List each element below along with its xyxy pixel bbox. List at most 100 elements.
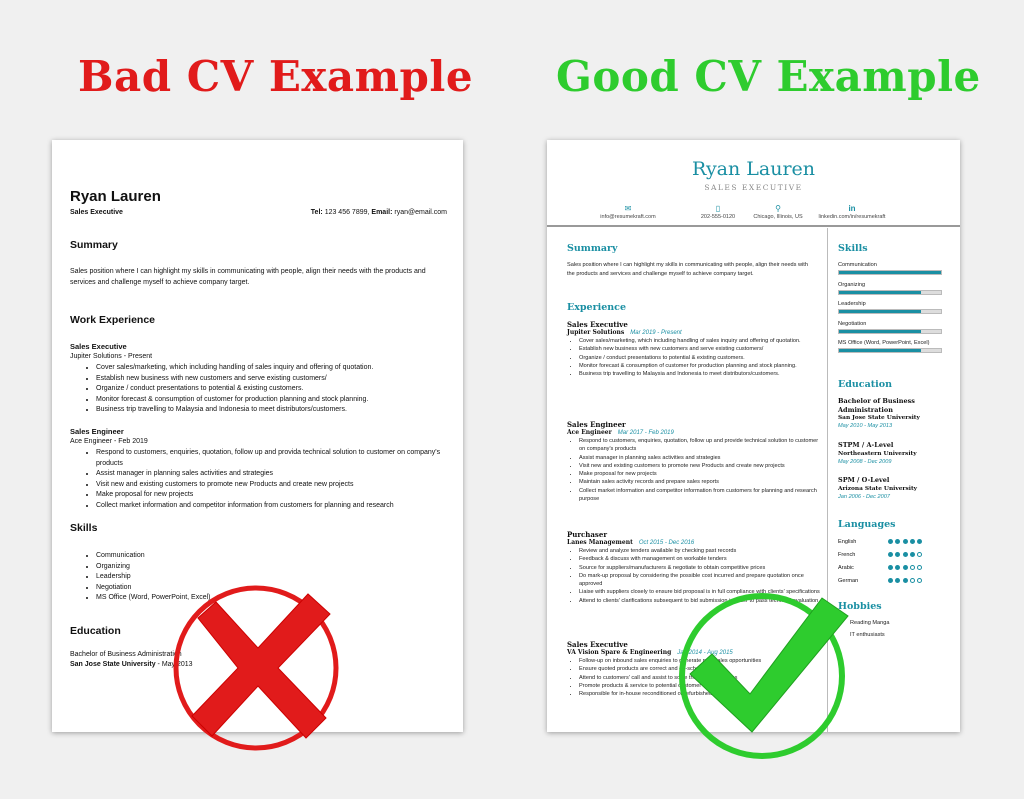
email-icon: ✉: [624, 204, 632, 213]
list-item: Ensure quoted products are correct and o…: [579, 665, 822, 673]
list-item: Monitor forecast & consumption of custom…: [96, 395, 456, 406]
list-item: Collect market information and competito…: [96, 501, 456, 512]
bad-job-bullets: Respond to customers, enquiries, quotati…: [82, 448, 456, 511]
list-item: Follow-up on inbound sales enquiries to …: [579, 657, 822, 665]
language-level-dot: [888, 565, 893, 571]
linkedin-icon: in: [848, 204, 856, 213]
hobby-item: Reading Manga: [850, 620, 890, 626]
list-item: Establish new business with new customer…: [96, 374, 456, 385]
job-company: Jupiter Solutions Mar 2019 - Present: [567, 329, 682, 336]
bad-job-company: Jupiter Solutions - Present: [70, 353, 153, 360]
list-item: Attend to clients' clarifications subseq…: [579, 597, 822, 605]
red-cross-icon: [173, 585, 339, 751]
education-entry: SPM / O-Level Arizona State University J…: [838, 476, 917, 500]
list-item: Organize / conduct presentations to pote…: [579, 354, 822, 362]
list-item: Visit new and existing customers to prom…: [96, 480, 456, 491]
list-item: Liaise with suppliers closely to ensure …: [579, 588, 822, 596]
language-level-dot: [888, 539, 893, 545]
language-level-dot: [902, 539, 908, 545]
job-title: Sales Engineer: [567, 420, 626, 429]
list-item: Organizing: [96, 562, 456, 573]
bad-education-heading: Education: [70, 625, 121, 637]
list-item: Promote products & service to potential …: [579, 682, 822, 690]
list-item: Leadership: [96, 572, 456, 583]
list-item: Feedback & discuss with management on wo…: [579, 555, 822, 563]
bad-job-title: Sales Engineer: [70, 427, 124, 436]
list-item: Organize / conduct presentations to pote…: [96, 384, 456, 395]
list-item: Respond to customers, enquiries, quotati…: [96, 448, 456, 469]
bad-cv-name: Ryan Lauren: [70, 188, 161, 205]
list-item: Business trip travelling to Malaysia and…: [579, 370, 822, 378]
language-item: French: [838, 550, 948, 560]
header-divider: [547, 225, 960, 227]
language-level-dot: [895, 552, 901, 558]
job-entry: Sales Engineer Ace Engineer Mar 2017 - Fe…: [567, 420, 822, 503]
language-item: German: [838, 576, 948, 586]
skill-level-bar: [838, 290, 942, 295]
skill-item: Organizing: [838, 281, 942, 295]
bad-edu-degree: Bachelor of Business Administration: [70, 651, 182, 658]
language-level-dot: [909, 565, 915, 571]
list-item: Maintain sales activity records and prep…: [579, 478, 822, 486]
contact-linkedin: in linkedin.com/in/resumekraft: [807, 204, 897, 220]
skill-level-bar: [838, 309, 942, 314]
bad-skills-list: Communication Organizing Leadership Nego…: [82, 551, 456, 604]
email-value: ryan@email.com: [394, 209, 447, 216]
job-title: Purchaser: [567, 530, 608, 539]
email-label: Email:: [371, 209, 393, 216]
good-summary-text: Sales position where I can highlight my …: [567, 262, 808, 277]
good-cv-headline: Good CV Example: [556, 52, 981, 101]
job-company: VA Vision Spare & Engineering Jan 2014 - …: [567, 649, 733, 656]
language-item: English: [838, 537, 948, 547]
bad-summary-heading: Summary: [70, 239, 118, 251]
language-level-dot: [902, 578, 908, 584]
list-item: Business trip travelling to Malaysia and…: [96, 405, 456, 416]
bad-work-heading: Work Experience: [70, 314, 156, 326]
list-item: Assist manager in planning sales activit…: [579, 454, 822, 462]
job-entry: Sales Executive Jupiter Solutions Mar 201…: [567, 320, 822, 378]
language-level-dot: [917, 578, 923, 584]
column-divider: [827, 228, 828, 732]
list-item: Negotiation: [96, 583, 456, 594]
job-entry: Purchaser Lanes Management Oct 2015 - Dec…: [567, 530, 822, 605]
bad-job-company: Ace Engineer - Feb 2019: [70, 438, 148, 445]
list-item: Respond to customers, enquiries, quotati…: [579, 437, 822, 454]
good-cv-page: Ryan Lauren SALES EXECUTIVE ✉ info@resum…: [547, 140, 960, 732]
good-hobbies-heading: Hobbies: [838, 601, 882, 612]
good-skills-heading: Skills: [838, 243, 868, 254]
job-title: Sales Executive: [567, 320, 628, 329]
language-level-dot: [917, 539, 923, 545]
list-item: Visit new and existing customers to prom…: [579, 462, 822, 470]
job-company: Lanes Management Oct 2015 - Dec 2016: [567, 539, 695, 546]
tel-value: 123 456 7899,: [324, 209, 370, 216]
language-level-dot: [902, 552, 908, 558]
good-summary-heading: Summary: [567, 243, 618, 254]
location-pin-icon: ⚲: [775, 204, 781, 213]
list-item: Make proposal for new projects: [579, 470, 822, 478]
language-level-dot: [917, 565, 923, 571]
language-level-dot: [902, 565, 908, 571]
language-level-dot: [909, 539, 915, 545]
skill-item: Negotiation: [838, 320, 942, 334]
language-item: Arabic: [838, 563, 948, 573]
green-checkmark-icon: [679, 593, 849, 759]
skill-level-bar: [838, 329, 942, 334]
bad-skills-heading: Skills: [70, 522, 98, 534]
language-level-dot: [888, 578, 893, 584]
list-item: Make proposal for new projects: [96, 490, 456, 501]
bad-cv-headline: Bad CV Example: [78, 52, 474, 101]
language-level-dot: [888, 552, 893, 558]
contact-location: ⚲ Chicago, Illinois, US: [733, 204, 823, 220]
list-item: Do mark-up proposal by considering the p…: [579, 572, 822, 589]
job-title: Sales Executive: [567, 640, 628, 649]
list-item: Source for suppliers/manufacturers & neg…: [579, 564, 822, 572]
bad-cv-contact: Tel: 123 456 7899, Email: ryan@email.com: [311, 209, 447, 216]
skill-item: Leadership: [838, 300, 942, 314]
list-item: Cover sales/marketing, which including h…: [96, 363, 456, 374]
hobby-item: IT enthusiasts: [850, 632, 885, 638]
bad-summary-text: Sales position where I can highlight my …: [70, 268, 426, 286]
bad-job-title: Sales Executive: [70, 342, 127, 351]
language-level-dot: [895, 578, 901, 584]
good-cv-role: SALES EXECUTIVE: [704, 183, 803, 192]
job-entry: Sales Executive VA Vision Spare & Engine…: [567, 640, 822, 698]
